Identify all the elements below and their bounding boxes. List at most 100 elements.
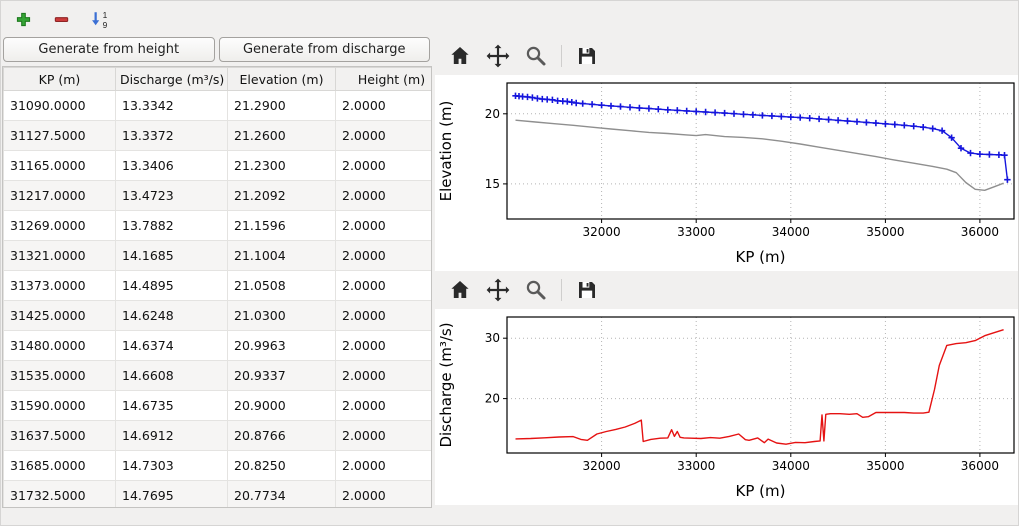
generate-from-height-button[interactable]: Generate from height bbox=[3, 37, 215, 62]
table-cell[interactable]: 2.0000 bbox=[335, 450, 431, 481]
generate-buttons-row: Generate from height Generate from disch… bbox=[1, 37, 432, 66]
add-row-button[interactable] bbox=[9, 6, 37, 32]
table-cell[interactable]: 21.2900 bbox=[227, 90, 336, 121]
column-header[interactable]: KP (m) bbox=[3, 67, 116, 91]
home-icon bbox=[451, 47, 469, 64]
discharge-chart-block: 32000 33000 34000 35000 36000 20 30 KP (m) Disch… bbox=[435, 271, 1019, 505]
table-cell[interactable]: 14.6912 bbox=[115, 420, 228, 451]
table-row[interactable]: 31373.0000 14.4895 21.0508 2.0000 bbox=[3, 270, 431, 301]
home-button[interactable] bbox=[445, 41, 475, 71]
table-cell[interactable]: 14.6374 bbox=[115, 330, 228, 361]
table-cell[interactable]: 31321.0000 bbox=[3, 240, 116, 271]
table-row[interactable]: 31535.0000 14.6608 20.9337 2.0000 bbox=[3, 360, 431, 391]
profile-table-container: KP (m) Discharge (m³/s) Elevation (m) Heigh… bbox=[2, 66, 432, 508]
table-row[interactable]: 31269.0000 13.7882 21.1596 2.0000 bbox=[3, 210, 431, 241]
table-cell[interactable]: 31590.0000 bbox=[3, 390, 116, 421]
table-cell[interactable]: 2.0000 bbox=[335, 150, 431, 181]
table-cell[interactable]: 21.1004 bbox=[227, 240, 336, 271]
table-cell[interactable]: 14.7695 bbox=[115, 480, 228, 507]
svg-text:30: 30 bbox=[485, 331, 500, 345]
pan-icon bbox=[486, 44, 510, 68]
column-header[interactable]: Discharge (m³/s) bbox=[115, 67, 228, 91]
table-row[interactable]: 31090.0000 13.3342 21.2900 2.0000 bbox=[3, 90, 431, 121]
table-row[interactable]: 31217.0000 13.4723 21.2092 2.0000 bbox=[3, 180, 431, 211]
pan-icon bbox=[486, 278, 510, 302]
table-cell[interactable]: 2.0000 bbox=[335, 120, 431, 151]
save-button[interactable] bbox=[572, 275, 602, 305]
table-cell[interactable]: 21.0508 bbox=[227, 270, 336, 301]
table-cell[interactable]: 20.7734 bbox=[227, 480, 336, 507]
table-row[interactable]: 31480.0000 14.6374 20.9963 2.0000 bbox=[3, 330, 431, 361]
table-cell[interactable]: 2.0000 bbox=[335, 210, 431, 241]
table-cell[interactable]: 20.9337 bbox=[227, 360, 336, 391]
table-cell[interactable]: 31373.0000 bbox=[3, 270, 116, 301]
table-cell[interactable]: 13.7882 bbox=[115, 210, 228, 241]
table-cell[interactable]: 31425.0000 bbox=[3, 300, 116, 331]
table-cell[interactable]: 31269.0000 bbox=[3, 210, 116, 241]
table-cell[interactable]: 31685.0000 bbox=[3, 450, 116, 481]
table-cell[interactable]: 31165.0000 bbox=[3, 150, 116, 181]
table-cell[interactable]: 31637.5000 bbox=[3, 420, 116, 451]
table-row[interactable]: 31321.0000 14.1685 21.1004 2.0000 bbox=[3, 240, 431, 271]
discharge-chart[interactable]: 32000 33000 34000 35000 36000 20 30 KP (m) Disch… bbox=[435, 309, 1019, 505]
table-cell[interactable]: 31127.5000 bbox=[3, 120, 116, 151]
table-cell[interactable]: 14.6248 bbox=[115, 300, 228, 331]
zoom-icon bbox=[526, 280, 546, 300]
table-cell[interactable]: 2.0000 bbox=[335, 90, 431, 121]
table-cell[interactable]: 2.0000 bbox=[335, 330, 431, 361]
elevation-chart[interactable]: 32000 33000 34000 35000 36000 15 20 KP (m) Eleva… bbox=[435, 75, 1019, 271]
table-cell[interactable]: 20.9963 bbox=[227, 330, 336, 361]
table-cell[interactable]: 31480.0000 bbox=[3, 330, 116, 361]
table-cell[interactable]: 21.0300 bbox=[227, 300, 336, 331]
table-cell[interactable]: 2.0000 bbox=[335, 300, 431, 331]
table-cell[interactable]: 2.0000 bbox=[335, 270, 431, 301]
table-cell[interactable]: 2.0000 bbox=[335, 360, 431, 391]
column-header[interactable]: Elevation (m) bbox=[227, 67, 336, 91]
table-cell[interactable]: 2.0000 bbox=[335, 240, 431, 271]
table-cell[interactable]: 14.6608 bbox=[115, 360, 228, 391]
table-cell[interactable]: 14.1685 bbox=[115, 240, 228, 271]
table-cell[interactable]: 21.1596 bbox=[227, 210, 336, 241]
table-cell[interactable]: 20.8766 bbox=[227, 420, 336, 451]
remove-row-button[interactable] bbox=[47, 6, 75, 32]
table-cell[interactable]: 31090.0000 bbox=[3, 90, 116, 121]
svg-text:15: 15 bbox=[485, 177, 500, 191]
table-row[interactable]: 31590.0000 14.6735 20.9000 2.0000 bbox=[3, 390, 431, 421]
table-cell[interactable]: 2.0000 bbox=[335, 180, 431, 211]
sort-digit-bottom: 9 bbox=[103, 19, 108, 28]
table-cell[interactable]: 31535.0000 bbox=[3, 360, 116, 391]
table-cell[interactable]: 20.9000 bbox=[227, 390, 336, 421]
table-row[interactable]: 31637.5000 14.6912 20.8766 2.0000 bbox=[3, 420, 431, 451]
zoom-button[interactable] bbox=[521, 41, 551, 71]
table-cell[interactable]: 31732.5000 bbox=[3, 480, 116, 507]
table-cell[interactable]: 13.4723 bbox=[115, 180, 228, 211]
table-cell[interactable]: 2.0000 bbox=[335, 390, 431, 421]
pan-button[interactable] bbox=[483, 41, 513, 71]
table-cell[interactable]: 21.2600 bbox=[227, 120, 336, 151]
table-cell[interactable]: 21.2300 bbox=[227, 150, 336, 181]
svg-text:20: 20 bbox=[485, 392, 500, 406]
zoom-button[interactable] bbox=[521, 275, 551, 305]
sort-rows-button[interactable]: 1 9 bbox=[85, 6, 113, 32]
table-cell[interactable]: 14.4895 bbox=[115, 270, 228, 301]
table-row[interactable]: 31732.5000 14.7695 20.7734 2.0000 bbox=[3, 480, 431, 507]
table-cell[interactable]: 13.3342 bbox=[115, 90, 228, 121]
table-row[interactable]: 31165.0000 13.3406 21.2300 2.0000 bbox=[3, 150, 431, 181]
table-cell[interactable]: 21.2092 bbox=[227, 180, 336, 211]
generate-from-discharge-button[interactable]: Generate from discharge bbox=[218, 37, 430, 62]
table-row[interactable]: 31127.5000 13.3372 21.2600 2.0000 bbox=[3, 120, 431, 151]
table-cell[interactable]: 31217.0000 bbox=[3, 180, 116, 211]
column-header[interactable]: Height (m) bbox=[335, 67, 431, 91]
table-cell[interactable]: 2.0000 bbox=[335, 420, 431, 451]
home-button[interactable] bbox=[445, 275, 475, 305]
table-cell[interactable]: 2.0000 bbox=[335, 480, 431, 507]
table-cell[interactable]: 14.6735 bbox=[115, 390, 228, 421]
table-cell[interactable]: 13.3406 bbox=[115, 150, 228, 181]
table-cell[interactable]: 20.8250 bbox=[227, 450, 336, 481]
table-row[interactable]: 31685.0000 14.7303 20.8250 2.0000 bbox=[3, 450, 431, 481]
table-cell[interactable]: 14.7303 bbox=[115, 450, 228, 481]
table-row[interactable]: 31425.0000 14.6248 21.0300 2.0000 bbox=[3, 300, 431, 331]
save-button[interactable] bbox=[572, 41, 602, 71]
table-cell[interactable]: 13.3372 bbox=[115, 120, 228, 151]
pan-button[interactable] bbox=[483, 275, 513, 305]
